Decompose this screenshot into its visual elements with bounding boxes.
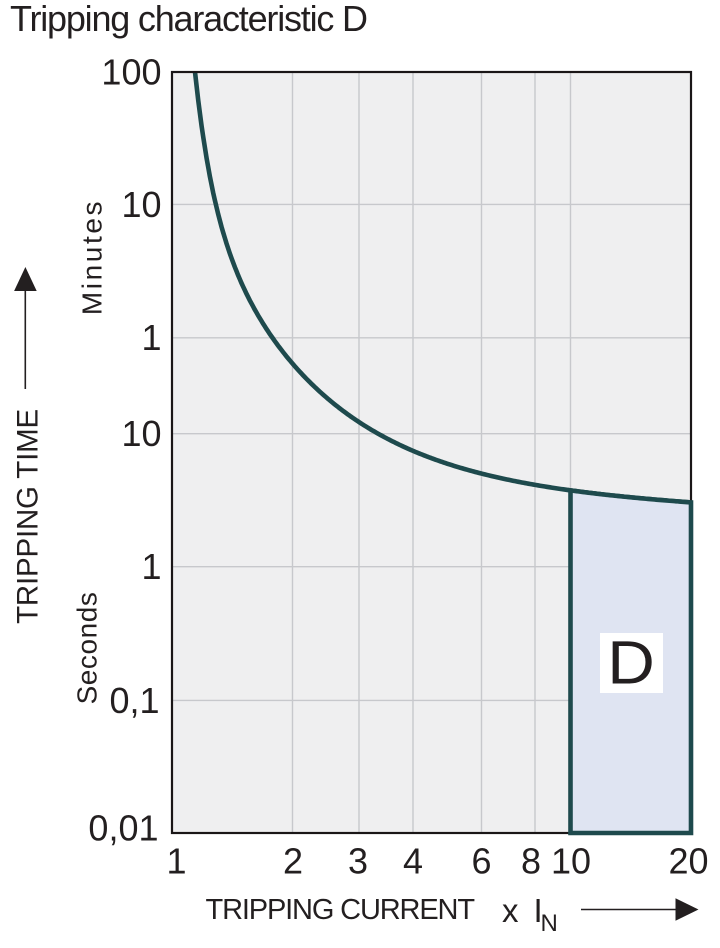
svg-text:6: 6 xyxy=(471,840,491,881)
svg-text:1: 1 xyxy=(166,840,186,881)
svg-text:3: 3 xyxy=(348,840,368,881)
svg-text:8: 8 xyxy=(521,840,541,881)
svg-text:TRIPPING CURRENT: TRIPPING CURRENT xyxy=(206,894,476,926)
svg-text:Seconds: Seconds xyxy=(72,592,103,705)
svg-text:10: 10 xyxy=(551,840,591,881)
svg-text:Minutes: Minutes xyxy=(77,199,108,315)
svg-text:10: 10 xyxy=(121,184,161,225)
svg-text:4: 4 xyxy=(403,840,423,881)
svg-text:100: 100 xyxy=(101,51,161,92)
svg-text:20: 20 xyxy=(668,840,708,881)
svg-text:2: 2 xyxy=(283,840,303,881)
svg-text:x: x xyxy=(502,892,519,929)
svg-text:Tripping characteristic D: Tripping characteristic D xyxy=(10,0,367,39)
svg-text:1: 1 xyxy=(141,546,161,587)
svg-text:0,1: 0,1 xyxy=(109,680,159,721)
svg-text:TRIPPING TIME: TRIPPING TIME xyxy=(12,409,45,624)
svg-text:D: D xyxy=(607,630,655,697)
svg-text:N: N xyxy=(541,910,558,937)
svg-text:I: I xyxy=(534,892,543,929)
svg-text:0,01: 0,01 xyxy=(88,807,158,848)
svg-text:1: 1 xyxy=(141,317,161,358)
svg-text:10: 10 xyxy=(121,413,161,454)
